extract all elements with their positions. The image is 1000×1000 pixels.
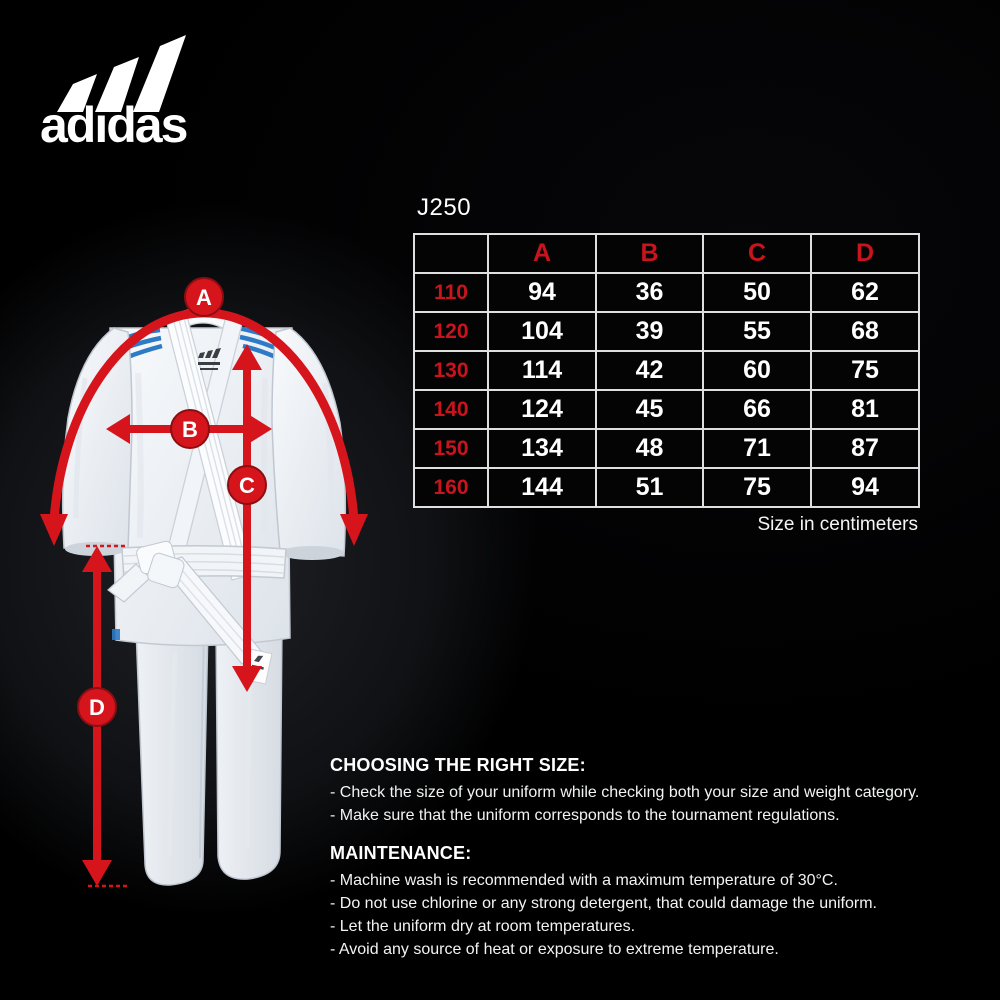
measurement-value-cell: 50 xyxy=(702,272,812,313)
measurement-value-cell: 94 xyxy=(810,467,920,508)
measurement-value-cell: 134 xyxy=(487,428,597,469)
adidas-three-stripes-icon xyxy=(57,35,186,112)
size-table-body: 110 94 36 50 62 120 104 39 55 68 130 114 42 60 75 140 12… xyxy=(413,272,920,508)
measurement-value-cell: 60 xyxy=(702,350,812,391)
table-row: 150 134 48 71 87 xyxy=(413,428,920,469)
measurement-labels: A B C D xyxy=(77,277,267,727)
info-line: - Avoid any source of heat or exposure t… xyxy=(330,941,779,958)
choosing-size-block: CHOOSING THE RIGHT SIZE: - Check the siz… xyxy=(330,755,990,827)
model-label: J250 xyxy=(417,194,472,221)
label-a: A xyxy=(184,277,224,317)
measurement-value-cell: 55 xyxy=(702,311,812,352)
table-footnote: Size in centimeters xyxy=(757,514,918,535)
measurement-value-cell: 71 xyxy=(702,428,812,469)
info-section: CHOOSING THE RIGHT SIZE: - Check the siz… xyxy=(330,755,990,961)
measurement-value-cell: 39 xyxy=(595,311,704,352)
info-line: - Let the uniform dry at room temperatur… xyxy=(330,918,636,935)
measurement-value-cell: 81 xyxy=(810,389,920,430)
row-size-label: 120 xyxy=(413,311,489,352)
row-size-label: 140 xyxy=(413,389,489,430)
choosing-size-heading: CHOOSING THE RIGHT SIZE: xyxy=(330,755,586,775)
chest-logo-icon xyxy=(198,348,221,370)
maintenance-heading: MAINTENANCE: xyxy=(330,843,472,863)
info-line: - Machine wash is recommended with a max… xyxy=(330,872,838,889)
measurement-value-cell: 144 xyxy=(487,467,597,508)
info-line: - Make sure that the uniform corresponds… xyxy=(330,807,840,824)
maintenance-block: MAINTENANCE: - Machine wash is recommend… xyxy=(330,843,990,961)
measurement-value-cell: 36 xyxy=(595,272,704,313)
measurement-value-cell: 75 xyxy=(702,467,812,508)
measurement-value-cell: 87 xyxy=(810,428,920,469)
info-line: - Do not use chlorine or any strong dete… xyxy=(330,895,877,912)
label-b: B xyxy=(170,409,210,449)
measurement-value-cell: 114 xyxy=(487,350,597,391)
gi-pants xyxy=(135,623,283,886)
measurement-value-cell: 51 xyxy=(595,467,704,508)
table-row: 160 144 51 75 94 xyxy=(413,467,920,508)
svg-text:B: B xyxy=(182,417,198,442)
measurement-value-cell: 94 xyxy=(487,272,597,313)
table-row: 110 94 36 50 62 xyxy=(413,272,920,313)
table-row: 130 114 42 60 75 xyxy=(413,350,920,391)
label-c: C xyxy=(227,465,267,505)
corner-cell xyxy=(413,233,489,274)
measurement-value-cell: 48 xyxy=(595,428,704,469)
table-row: 140 124 45 66 81 xyxy=(413,389,920,430)
adidas-wordmark: adidas xyxy=(40,97,188,153)
measurement-value-cell: 68 xyxy=(810,311,920,352)
measurement-value-cell: 42 xyxy=(595,350,704,391)
row-size-label: 150 xyxy=(413,428,489,469)
table-row: 120 104 39 55 68 xyxy=(413,311,920,352)
svg-text:C: C xyxy=(239,473,255,498)
judo-gi-illustration: A B C D xyxy=(40,277,368,888)
column-header: C xyxy=(702,233,812,274)
measurement-value-cell: 124 xyxy=(487,389,597,430)
svg-text:A: A xyxy=(196,285,212,310)
row-size-label: 130 xyxy=(413,350,489,391)
measurement-value-cell: 104 xyxy=(487,311,597,352)
label-d: D xyxy=(77,687,117,727)
row-size-label: 160 xyxy=(413,467,489,508)
measurement-value-cell: 62 xyxy=(810,272,920,313)
svg-text:D: D xyxy=(89,695,105,720)
measurement-value-cell: 66 xyxy=(702,389,812,430)
column-header: D xyxy=(810,233,920,274)
adidas-logo: adidas xyxy=(40,28,340,158)
info-line: - Check the size of your uniform while c… xyxy=(330,784,920,801)
measurement-value-cell: 45 xyxy=(595,389,704,430)
column-header: A xyxy=(487,233,597,274)
column-header: B xyxy=(595,233,704,274)
hem-logo-icon xyxy=(112,629,120,640)
measurement-value-cell: 75 xyxy=(810,350,920,391)
judo-gi-figure: A B C D xyxy=(10,258,380,903)
row-size-label: 110 xyxy=(413,272,489,313)
